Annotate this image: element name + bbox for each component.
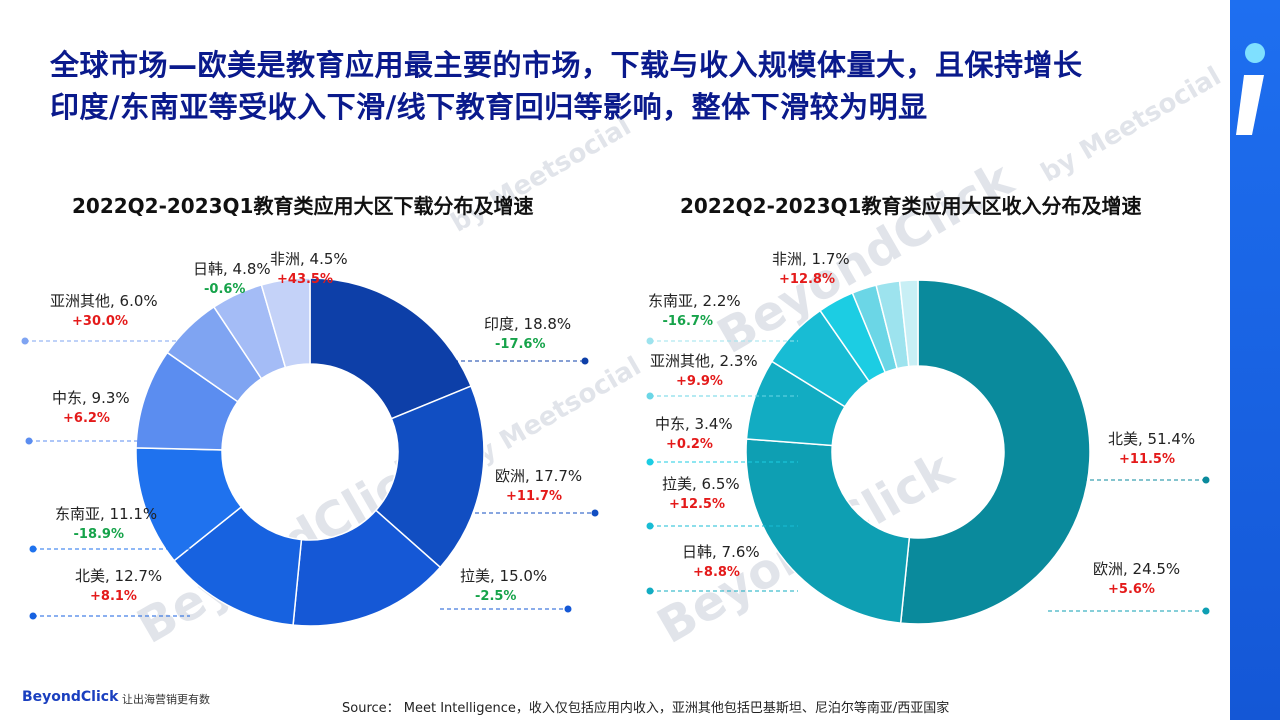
leader-dot	[581, 357, 589, 365]
slice-growth: +8.1%	[90, 589, 137, 604]
download-donut-chart	[135, 277, 485, 627]
donut-slice-非洲	[898, 279, 919, 368]
leader-dot	[564, 605, 572, 613]
leader-dot	[646, 522, 654, 530]
leader-dot	[646, 587, 654, 595]
slice-growth: -17.6%	[495, 337, 546, 352]
slice-growth: +43.5%	[277, 272, 333, 287]
slice-label: 北美, 51.4%	[1108, 430, 1196, 448]
slice-label: 日韩, 7.6%	[682, 543, 760, 561]
source-note: Source： Meet Intelligence，收入仅包括应用内收入，亚洲其…	[342, 701, 950, 716]
footer-tagline: 让出海营销更有数	[122, 693, 210, 706]
slice-label: 中东, 9.3%	[52, 389, 130, 407]
slice-growth: +9.9%	[676, 374, 723, 389]
footer-logo: BeyondClick	[22, 689, 119, 705]
slice-growth: -16.7%	[662, 314, 714, 329]
leader-dot	[591, 509, 599, 517]
page-title-line1: 全球市场—欧美是教育应用最主要的市场，下载与收入规模体量大，且保持增长	[50, 48, 1083, 82]
slice-growth: +5.6%	[1108, 582, 1155, 597]
slice-growth: -18.9%	[73, 527, 125, 542]
slice-label: 东南亚, 2.2%	[648, 292, 741, 310]
slice-growth: +12.8%	[779, 272, 835, 287]
download-chart-title: 2022Q2-2023Q1教育类应用大区下载分布及增速	[72, 194, 534, 218]
slice-label: 拉美, 6.5%	[662, 475, 740, 493]
donut-slice-欧洲	[374, 385, 485, 569]
slice-label: 欧洲, 17.7%	[495, 467, 583, 485]
leader-dot	[29, 545, 37, 553]
leader-dot	[646, 337, 654, 345]
leader-dot	[29, 612, 37, 620]
revenue-chart-title: 2022Q2-2023Q1教育类应用大区收入分布及增速	[680, 194, 1142, 218]
leader-lines	[21, 337, 1210, 620]
slice-label: 非洲, 4.5%	[270, 250, 348, 268]
slice-growth: +11.7%	[506, 489, 562, 504]
slice-label: 日韩, 4.8%	[193, 260, 271, 278]
slice-growth: +6.2%	[63, 411, 110, 426]
slice-growth: +11.5%	[1119, 452, 1175, 467]
slice-growth: +0.2%	[666, 437, 713, 452]
slice-label: 北美, 12.7%	[75, 567, 163, 585]
slice-growth: +30.0%	[72, 314, 128, 329]
slice-growth: -2.5%	[475, 589, 517, 604]
leader-dot	[21, 337, 29, 345]
donut-slice-非洲	[260, 277, 311, 369]
slice-label: 亚洲其他, 2.3%	[650, 352, 758, 370]
slice-growth: +12.5%	[669, 497, 725, 512]
donut-slice-印度	[309, 277, 473, 420]
revenue-donut-chart	[745, 279, 1091, 625]
slice-label: 欧洲, 24.5%	[1093, 560, 1181, 578]
leader-dot	[646, 458, 654, 466]
slice-label: 东南亚, 11.1%	[55, 505, 158, 523]
donut-slice-北美	[899, 279, 1091, 625]
leader-dot	[1202, 476, 1210, 484]
page-title-line2: 印度/东南亚等受收入下滑/线下教育回归等影响，整体下滑较为明显	[50, 90, 928, 124]
donut-slice-欧洲	[745, 438, 911, 624]
brand-side-bar	[1230, 0, 1280, 720]
slice-label: 拉美, 15.0%	[460, 567, 548, 585]
slice-label: 亚洲其他, 6.0%	[50, 292, 158, 310]
slice-label: 印度, 18.8%	[484, 315, 572, 333]
slice-growth: +8.8%	[693, 565, 740, 580]
leader-dot	[25, 437, 33, 445]
leader-dot	[646, 392, 654, 400]
slice-label: 非洲, 1.7%	[772, 250, 850, 268]
leader-dot	[1202, 607, 1210, 615]
slice-label: 中东, 3.4%	[655, 415, 733, 433]
brand-i-icon	[1236, 43, 1265, 135]
slice-growth: -0.6%	[204, 282, 246, 297]
